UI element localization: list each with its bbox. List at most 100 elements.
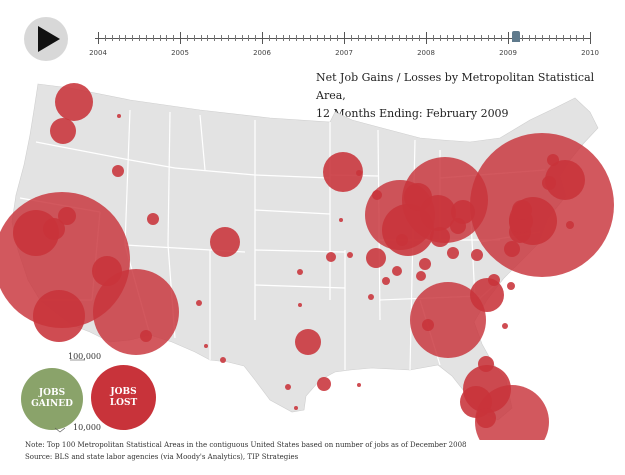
msa-loss-circle[interactable] [92, 256, 122, 286]
msa-loss-circle[interactable] [140, 330, 152, 342]
msa-loss-circle[interactable] [50, 118, 76, 144]
msa-loss-circle[interactable] [545, 160, 585, 200]
timeline-month-tick [535, 35, 537, 41]
msa-loss-circle[interactable] [488, 274, 500, 286]
msa-loss-circle[interactable] [566, 221, 574, 229]
msa-loss-circle[interactable] [220, 357, 226, 363]
timeline-month-tick [330, 35, 332, 41]
timeline-year-2009: 2009 [499, 49, 517, 57]
timeline-month-tick [378, 35, 380, 41]
msa-loss-circle[interactable] [547, 154, 559, 166]
timeline-month-tick [186, 35, 188, 41]
msa-loss-circle[interactable] [396, 234, 408, 246]
timeline-month-tick [350, 35, 352, 41]
msa-loss-circle[interactable] [326, 252, 336, 262]
timeline-tick-2010 [590, 32, 591, 44]
timeline-month-tick [385, 35, 386, 41]
timeline-month-tick [542, 35, 544, 41]
timeline-month-tick [405, 35, 407, 41]
timeline-month-tick [460, 35, 462, 41]
legend-jobs-lost: JOBS LOST [91, 365, 156, 430]
timeline-month-tick [303, 35, 304, 41]
msa-loss-circle[interactable] [372, 190, 382, 200]
timeline-month-tick [521, 35, 523, 41]
msa-loss-circle[interactable] [294, 406, 298, 410]
msa-loss-circle[interactable] [542, 176, 556, 190]
timeline-handle[interactable] [512, 31, 520, 42]
msa-loss-circle[interactable] [285, 384, 291, 390]
timeline-month-tick [241, 35, 243, 41]
msa-loss-circle[interactable] [112, 165, 124, 177]
timeline-month-tick [104, 35, 106, 41]
msa-loss-circle[interactable] [356, 170, 362, 176]
timeline-month-tick [569, 35, 571, 41]
msa-loss-circle[interactable] [339, 218, 343, 222]
timeline-month-tick [480, 35, 482, 41]
timeline-month-tick [193, 35, 195, 41]
msa-loss-circle[interactable] [430, 227, 450, 247]
timeline-month-tick [118, 35, 120, 41]
timeline-month-tick [473, 35, 475, 41]
msa-loss-circle[interactable] [357, 383, 361, 387]
msa-loss-circle[interactable] [502, 323, 508, 329]
msa-loss-circle[interactable] [476, 408, 496, 428]
msa-loss-circle[interactable] [368, 294, 374, 300]
timeline-month-tick [145, 35, 147, 41]
timeline-month-tick [494, 35, 496, 41]
msa-loss-circle[interactable] [382, 277, 390, 285]
timeline-slider[interactable]: 2004 2005 2006 2007 2008 2009 2010 [89, 27, 599, 63]
msa-loss-circle[interactable] [298, 303, 302, 307]
timeline-tick-2006 [262, 32, 263, 44]
timeline-month-tick [275, 35, 277, 41]
timeline-month-tick [453, 35, 455, 41]
msa-loss-circle[interactable] [93, 269, 179, 355]
msa-loss-circle[interactable] [55, 83, 93, 121]
msa-loss-circle[interactable] [422, 319, 434, 331]
timeline-month-tick [234, 35, 236, 41]
msa-loss-circle[interactable] [147, 213, 159, 225]
play-button[interactable] [24, 17, 68, 61]
msa-loss-circle[interactable] [58, 207, 76, 225]
timeline-month-tick [371, 35, 373, 41]
msa-loss-circle[interactable] [416, 271, 426, 281]
msa-loss-circle[interactable] [420, 195, 456, 231]
msa-loss-circle[interactable] [507, 282, 515, 290]
timeline-year-2004: 2004 [89, 49, 107, 57]
msa-loss-circle[interactable] [295, 329, 321, 355]
msa-loss-circle[interactable] [419, 258, 431, 270]
timeline-month-tick [549, 35, 550, 41]
timeline-tick-2008 [426, 32, 427, 44]
timeline-month-tick [562, 35, 564, 41]
msa-loss-circle[interactable] [475, 385, 549, 440]
timeline-month-tick [214, 35, 216, 41]
msa-loss-circle[interactable] [451, 200, 475, 224]
timeline-year-2006: 2006 [253, 49, 271, 57]
msa-loss-circle[interactable] [43, 218, 65, 240]
msa-loss-circle[interactable] [33, 290, 85, 342]
msa-loss-circle[interactable] [347, 252, 353, 258]
msa-loss-circle[interactable] [447, 247, 459, 259]
msa-loss-circle[interactable] [323, 152, 363, 192]
msa-loss-circle[interactable] [410, 282, 486, 358]
timeline-month-tick [248, 35, 250, 41]
msa-loss-circle[interactable] [504, 241, 520, 257]
msa-loss-circle[interactable] [210, 227, 240, 257]
msa-loss-circle[interactable] [117, 114, 121, 118]
timeline-month-tick [583, 35, 585, 41]
msa-loss-circle[interactable] [196, 300, 202, 306]
msa-loss-circle[interactable] [204, 344, 208, 348]
timeline-month-tick [528, 35, 530, 41]
msa-loss-circle[interactable] [392, 266, 402, 276]
msa-loss-circle[interactable] [471, 249, 483, 261]
timeline-month-tick [296, 35, 298, 41]
timeline-month-tick [439, 35, 441, 41]
msa-loss-circle[interactable] [317, 377, 331, 391]
msa-loss-circle[interactable] [450, 218, 466, 234]
msa-loss-circle[interactable] [512, 200, 532, 220]
msa-loss-circle[interactable] [297, 269, 303, 275]
timeline-month-tick [268, 35, 270, 41]
msa-loss-circle[interactable] [366, 248, 386, 268]
timeline-month-tick [419, 35, 421, 41]
timeline-month-tick [398, 35, 400, 41]
